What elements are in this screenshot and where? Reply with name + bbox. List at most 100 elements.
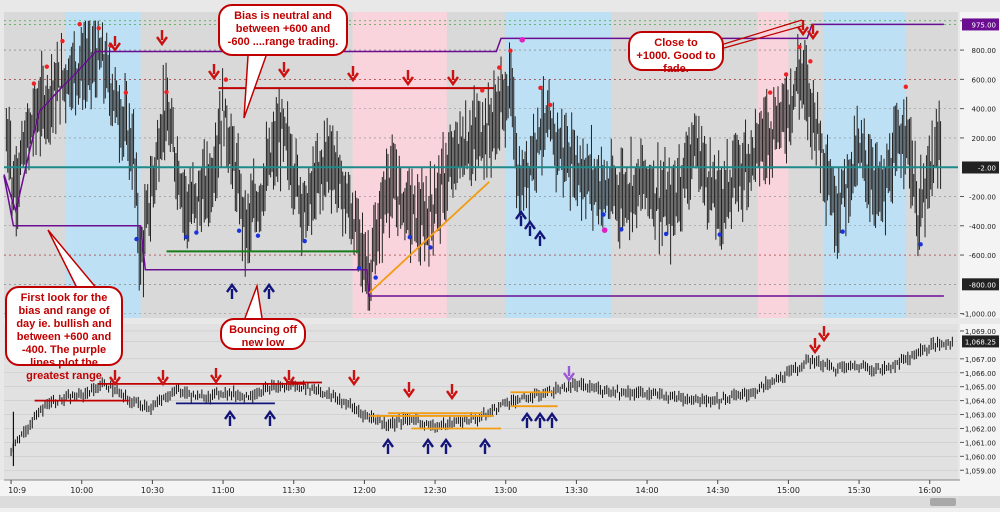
x-tick-label: 12:30: [424, 486, 447, 495]
lower-tick-label: 1,066.00: [965, 370, 996, 378]
buy-arrow-head: [263, 282, 275, 293]
oversold-dot: [236, 228, 242, 233]
upper-tick-label: -200.00: [969, 193, 996, 201]
sell-arrow-head: [109, 42, 121, 53]
overbought-dot: [77, 21, 82, 27]
overbought-dot: [31, 81, 37, 86]
oversold-dot: [373, 275, 378, 280]
lower-tick-label: 1,064.00: [965, 398, 996, 406]
price-panel[interactable]: 1,069.00 1,068.25 1,067.00 1,066.00 1,065.00…: [4, 324, 1000, 480]
oversold-dot: [717, 232, 722, 237]
lower-tick-label: 1,062.00: [965, 425, 996, 433]
oversold-dot: [407, 235, 412, 240]
buy-arrow-head: [224, 409, 236, 420]
buy-arrow-head: [534, 411, 546, 422]
oversold-dot: [356, 265, 362, 271]
oversold-dot: [184, 234, 189, 240]
oversold-dot: [840, 229, 845, 234]
lower-tick-highlight: [962, 335, 999, 348]
buy-arrow-head: [546, 411, 558, 422]
oscillator-bars: [5, 20, 942, 311]
x-tick-label: 12:00: [353, 486, 376, 495]
buy-arrow-head: [479, 437, 491, 448]
lower-tick-label: 1,059.00: [965, 467, 996, 475]
callout-bias-pointer: [243, 55, 267, 119]
callout-close-pointer: [723, 19, 803, 45]
x-tick-label: 14:30: [706, 486, 729, 495]
callout-first-pointer: [47, 229, 99, 291]
lower-y-axis: 1,069.00 1,068.25 1,067.00 1,066.00 1,065.00…: [960, 324, 1000, 480]
buy-arrow-head: [515, 209, 527, 220]
lower-tick-label: 1,067.00: [965, 356, 996, 364]
sell-arrow-head: [157, 376, 169, 387]
x-tick-label: 13:00: [494, 486, 517, 495]
lower-tick-label: 1,068.25: [965, 338, 996, 346]
x-tick-label: 15:00: [777, 486, 800, 495]
sell-arrow-head: [797, 26, 809, 37]
x-tick-label: 11:00: [212, 486, 235, 495]
oscillator-panel[interactable]: 1,000.00975.00800.00600.00400.00200.00-2…: [3, 12, 1000, 319]
sell-arrow-head: [347, 72, 359, 83]
x-tick-label: 13:30: [565, 486, 588, 495]
horizontal-scrollbar[interactable]: [0, 496, 1000, 508]
oversold-dot: [619, 227, 624, 232]
band-4: [823, 12, 907, 318]
upper-tick-label: 975.00: [972, 21, 997, 29]
lower-tick-label: 1,060.00: [965, 453, 996, 461]
upper-tick-label: -1,000.00: [962, 311, 996, 319]
callout-bouncing: Bouncing off new low: [220, 318, 306, 350]
upper-tick-label: 200.00: [972, 135, 997, 143]
x-tick-label: 15:30: [848, 486, 871, 495]
oversold-dot: [255, 233, 261, 238]
buy-arrow-head: [264, 409, 276, 420]
oversold-dot: [134, 236, 139, 242]
oversold-dot: [601, 212, 606, 217]
lower-tick-label: 1,061.00: [965, 439, 996, 447]
upper-tick-label: -800.00: [969, 281, 996, 289]
buy-arrow-head: [422, 437, 434, 448]
x-tick-label: 10:9: [8, 486, 26, 495]
overbought-dot: [797, 44, 802, 50]
time-axis: 10:9 10:00 10:30 11:00 11:30 12:00 12:30 13:00 1…: [0, 479, 1000, 508]
upper-y-axis: 1,000.00975.00800.00600.00400.00200.00-2…: [960, 12, 1000, 319]
lower-tick-label: 1,065.00: [965, 384, 996, 392]
callout-first-look: First look for the bias and range of day…: [5, 286, 123, 382]
overbought-dot: [480, 88, 485, 93]
overbought-dot: [96, 26, 101, 31]
overbought-dot: [60, 38, 65, 44]
sell-arrow-head: [210, 374, 222, 385]
purple-range-high: [3, 23, 944, 214]
price-bars: [10, 336, 953, 467]
signal-dot: [601, 227, 608, 233]
overbought-dot: [538, 85, 543, 91]
buy-arrow-head: [534, 229, 546, 240]
oversold-dot: [663, 231, 669, 237]
band-3: [757, 12, 789, 318]
sell-arrow-head: [807, 30, 819, 41]
overbought-dot: [44, 64, 50, 69]
upper-tick-label: -400.00: [969, 223, 996, 231]
upper-tick-label: -600.00: [969, 252, 996, 260]
overbought-dot: [508, 48, 513, 53]
overbought-dot: [903, 84, 909, 89]
sell-arrow-head: [402, 76, 414, 87]
upper-tick-highlight: [962, 18, 999, 31]
x-tick-label: 14:00: [636, 486, 659, 495]
callout-bounce-text: Bouncing off new low: [229, 324, 297, 349]
sell-arrow-head: [208, 70, 220, 81]
x-tick-label: 10:30: [141, 486, 164, 495]
sell-arrow-head: [446, 390, 458, 401]
oversold-dot: [428, 245, 433, 250]
buy-arrow-head: [382, 437, 394, 448]
sell-arrow-head: [278, 68, 290, 79]
lower-tick-label: 1,069.00: [965, 328, 996, 336]
upper-tick-label: 800.00: [972, 47, 997, 55]
scrollbar-thumb[interactable]: [930, 498, 956, 506]
x-tick-label: 10:00: [70, 486, 93, 495]
callout-first-text: First look for the bias and range of day…: [16, 292, 112, 382]
callout-bias-neutral: Bias is neutral and between +600 and -60…: [218, 4, 348, 56]
oversold-dot: [302, 238, 307, 244]
overbought-dot: [808, 59, 813, 64]
purple-range-low: [3, 175, 944, 297]
sell-arrow-head: [403, 388, 415, 399]
